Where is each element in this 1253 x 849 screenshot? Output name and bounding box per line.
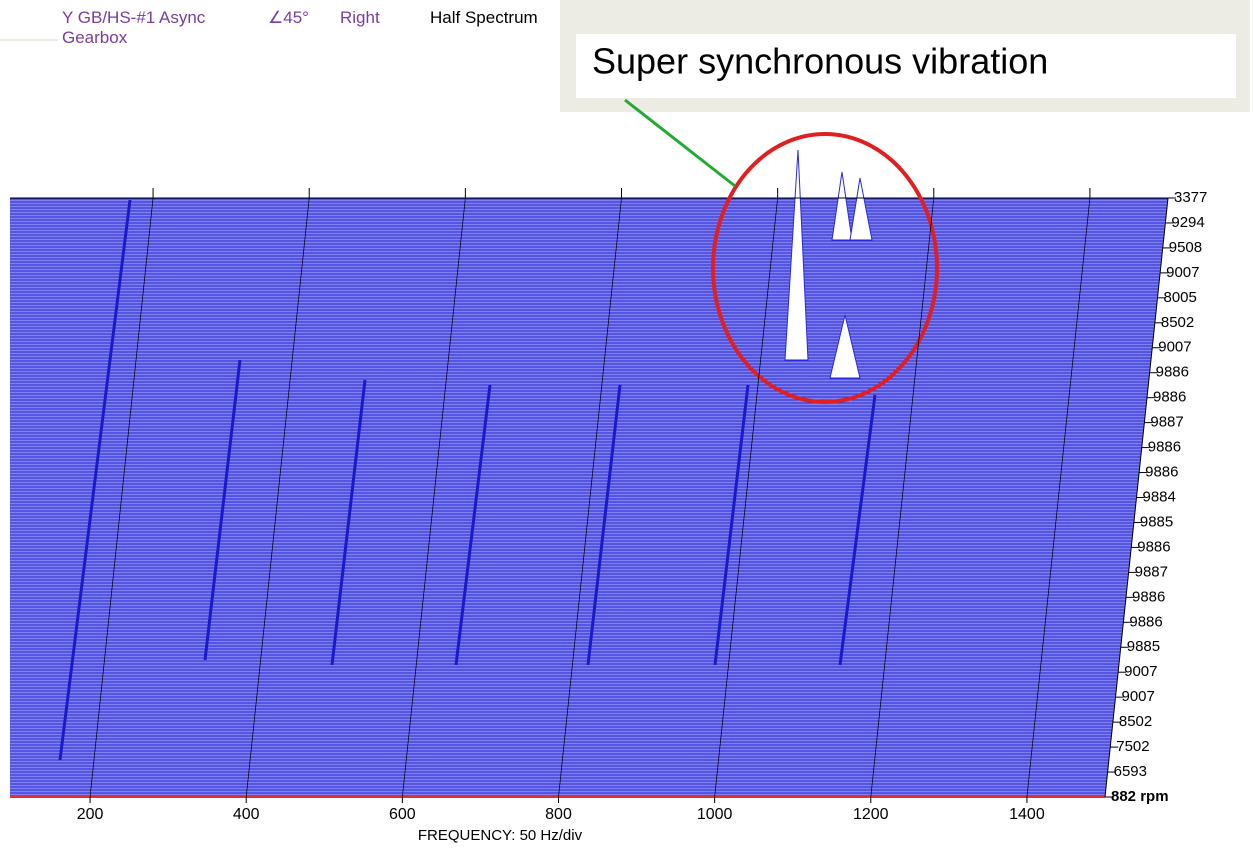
row-label: 882 rpm bbox=[1111, 788, 1169, 805]
peaks bbox=[784, 149, 873, 379]
row-label: 9885 bbox=[1127, 638, 1160, 655]
ridge bbox=[203, 359, 242, 661]
x-tick-label: 200 bbox=[77, 806, 104, 823]
waterfall-surface bbox=[10, 198, 1168, 797]
row-label: 9885 bbox=[1140, 513, 1173, 530]
ridge bbox=[838, 394, 877, 666]
row-label: 9007 bbox=[1158, 339, 1191, 356]
x-tick-label: 1200 bbox=[853, 806, 889, 823]
highlight-ellipse bbox=[711, 132, 939, 404]
row-label: 9886 bbox=[1137, 538, 1170, 555]
row-label: 7502 bbox=[1116, 738, 1149, 755]
channel-name: Y GB/HS-#1 Async Gearbox bbox=[62, 8, 206, 47]
row-label: 6593 bbox=[1114, 763, 1147, 780]
row-label: 9886 bbox=[1132, 588, 1165, 605]
x-tick-label: 800 bbox=[545, 806, 572, 823]
row-label: 9886 bbox=[1148, 439, 1181, 456]
row-label: 9886 bbox=[1153, 389, 1186, 406]
grid-line bbox=[714, 197, 778, 798]
row-label: 9887 bbox=[1135, 563, 1168, 580]
row-label: 9886 bbox=[1129, 613, 1162, 630]
row-label: 9007 bbox=[1122, 688, 1155, 705]
ridge bbox=[713, 384, 750, 666]
x-tick-label: 1000 bbox=[697, 806, 733, 823]
ridge bbox=[58, 199, 132, 761]
row-label: 9508 bbox=[1169, 239, 1202, 256]
row-label: 9886 bbox=[1156, 364, 1189, 381]
annotation-text: Super synchronous vibration bbox=[592, 41, 1048, 82]
peak bbox=[849, 177, 873, 241]
row-label: 9887 bbox=[1150, 414, 1183, 431]
x-tick-label: 400 bbox=[233, 806, 260, 823]
ridge bbox=[586, 384, 622, 666]
annotation-box bbox=[576, 34, 1236, 98]
row-label: 8502 bbox=[1161, 314, 1194, 331]
annotation-pointer bbox=[624, 98, 736, 188]
grid-line bbox=[558, 197, 622, 798]
row-label: 9294 bbox=[1171, 214, 1204, 231]
ridges bbox=[58, 199, 877, 761]
angle: ∠45° bbox=[268, 8, 309, 27]
x-axis-label: FREQUENCY: 50 Hz/div bbox=[418, 827, 583, 844]
grid-line bbox=[1026, 197, 1091, 798]
ridge bbox=[454, 384, 492, 666]
row-label: 9007 bbox=[1124, 663, 1157, 680]
peak bbox=[831, 171, 853, 241]
grid-line bbox=[402, 197, 466, 798]
orientation: Right bbox=[340, 8, 380, 27]
row-label: 9007 bbox=[1166, 264, 1199, 281]
row-label: 3377 bbox=[1174, 189, 1207, 206]
grid-line bbox=[870, 197, 935, 798]
grid-line bbox=[245, 197, 310, 798]
row-label: 9884 bbox=[1143, 488, 1176, 505]
x-tick-label: 1400 bbox=[1009, 806, 1045, 823]
spectrum-mode: Half Spectrum bbox=[430, 8, 538, 27]
row-label: 8502 bbox=[1119, 713, 1152, 730]
x-tick-label: 600 bbox=[389, 806, 416, 823]
ridge bbox=[330, 379, 367, 666]
peak bbox=[829, 314, 861, 379]
grid-line bbox=[89, 197, 154, 798]
peak bbox=[784, 149, 809, 361]
row-label: 8005 bbox=[1164, 289, 1197, 306]
row-label: 9886 bbox=[1145, 464, 1178, 481]
